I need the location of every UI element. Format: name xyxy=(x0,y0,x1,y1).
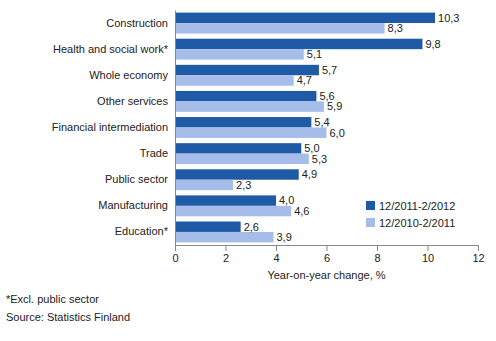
tick-mark xyxy=(175,245,176,251)
data-label: 5,1 xyxy=(307,48,322,60)
data-label: 5,7 xyxy=(322,64,337,76)
legend-swatch xyxy=(366,218,375,227)
data-label: 8,3 xyxy=(388,22,403,34)
tick-label: Other services xyxy=(97,95,168,107)
bar xyxy=(175,232,273,242)
data-label: 10,3 xyxy=(438,12,459,24)
tick-mark xyxy=(377,245,378,251)
legend-label: 12/2010-2/2011 xyxy=(379,217,455,229)
tick: Manufacturing xyxy=(98,199,175,211)
tick: 6 xyxy=(324,245,330,264)
data-label: 6,0 xyxy=(330,127,345,139)
tick-label: Whole economy xyxy=(89,69,168,81)
tick-label: 2 xyxy=(223,252,229,264)
tick-mark xyxy=(327,245,328,251)
tick: Education* xyxy=(115,225,175,237)
data-label: 4,6 xyxy=(294,205,309,217)
tick-label: Trade xyxy=(140,147,168,159)
data-label: 4,7 xyxy=(297,74,312,86)
tick-label: Construction xyxy=(106,17,168,29)
tick-label: 6 xyxy=(324,252,330,264)
annotation: Source: Statistics Finland xyxy=(6,311,130,323)
tick: Financial intermediation xyxy=(52,121,175,133)
data-label: 9,8 xyxy=(425,38,440,50)
tick: Public sector xyxy=(105,173,175,185)
tick-mark xyxy=(276,245,277,251)
data-label: 5,9 xyxy=(327,100,342,112)
data-label: 2,6 xyxy=(244,221,259,233)
bar xyxy=(175,143,301,153)
tick-label: Health and social work* xyxy=(53,43,169,55)
tick-label: Financial intermediation xyxy=(52,121,168,133)
x-axis-title: Year-on-year change, % xyxy=(267,269,385,281)
bar xyxy=(175,49,304,59)
data-label: 4,9 xyxy=(302,168,317,180)
tick-label: 0 xyxy=(172,252,178,264)
tick: 2 xyxy=(223,245,229,264)
bar xyxy=(175,75,294,85)
bar xyxy=(175,195,276,205)
data-label: 4,0 xyxy=(279,194,294,206)
tick-mark xyxy=(428,245,429,251)
tick-label: Public sector xyxy=(105,173,168,185)
tick-label: Manufacturing xyxy=(98,199,168,211)
tick-mark xyxy=(226,245,227,251)
data-label: 2,3 xyxy=(236,179,251,191)
data-labels: 10,39,85,75,65,45,04,94,02,68,35,14,75,9… xyxy=(236,12,459,243)
tick-mark xyxy=(478,245,479,251)
legend-item: 12/2010-2/2011 xyxy=(366,217,455,229)
tick: Trade xyxy=(140,147,175,159)
bar xyxy=(175,117,311,127)
legend-item: 12/2011-2/2012 xyxy=(366,200,455,212)
tick-label: 10 xyxy=(422,252,434,264)
axis-line xyxy=(175,11,176,246)
tick: 8 xyxy=(374,245,380,264)
annotation: *Excl. public sector xyxy=(6,293,99,305)
bar xyxy=(175,23,385,33)
bar xyxy=(175,39,422,49)
tick-label: 12 xyxy=(472,252,484,264)
bar xyxy=(175,180,233,190)
legend-swatch xyxy=(366,201,375,210)
tick: Construction xyxy=(106,17,175,29)
legend: 12/2011-2/2012 12/2010-2/2011 xyxy=(366,200,455,229)
x-axis: 0 2 4 6 8 10 12 xyxy=(172,245,484,264)
legend-label: 12/2011-2/2012 xyxy=(379,200,455,212)
tick: Other services xyxy=(97,95,175,107)
bar xyxy=(175,206,291,216)
tick: 10 xyxy=(422,245,434,264)
tick: Health and social work* xyxy=(53,43,175,55)
y-axis: Construction Health and social work* Whole… xyxy=(52,11,176,246)
data-label: 5,3 xyxy=(312,153,327,165)
tick: 0 xyxy=(172,245,178,264)
tick-label: Education* xyxy=(115,225,169,237)
tick-label: 4 xyxy=(273,252,279,264)
chart: 10,39,85,75,65,45,04,94,02,68,35,14,75,9… xyxy=(0,0,496,341)
plot: 10,39,85,75,65,45,04,94,02,68,35,14,75,9… xyxy=(52,11,485,264)
tick: 12 xyxy=(472,245,484,264)
bar xyxy=(175,222,241,232)
tick-label: 8 xyxy=(374,252,380,264)
data-label: 3,9 xyxy=(276,231,291,243)
data-label: 5,4 xyxy=(314,116,329,128)
bar xyxy=(175,128,327,138)
tick: 4 xyxy=(273,245,279,264)
tick: Whole economy xyxy=(89,69,175,81)
bar xyxy=(175,91,316,101)
bar xyxy=(175,154,309,164)
bar xyxy=(175,101,324,111)
